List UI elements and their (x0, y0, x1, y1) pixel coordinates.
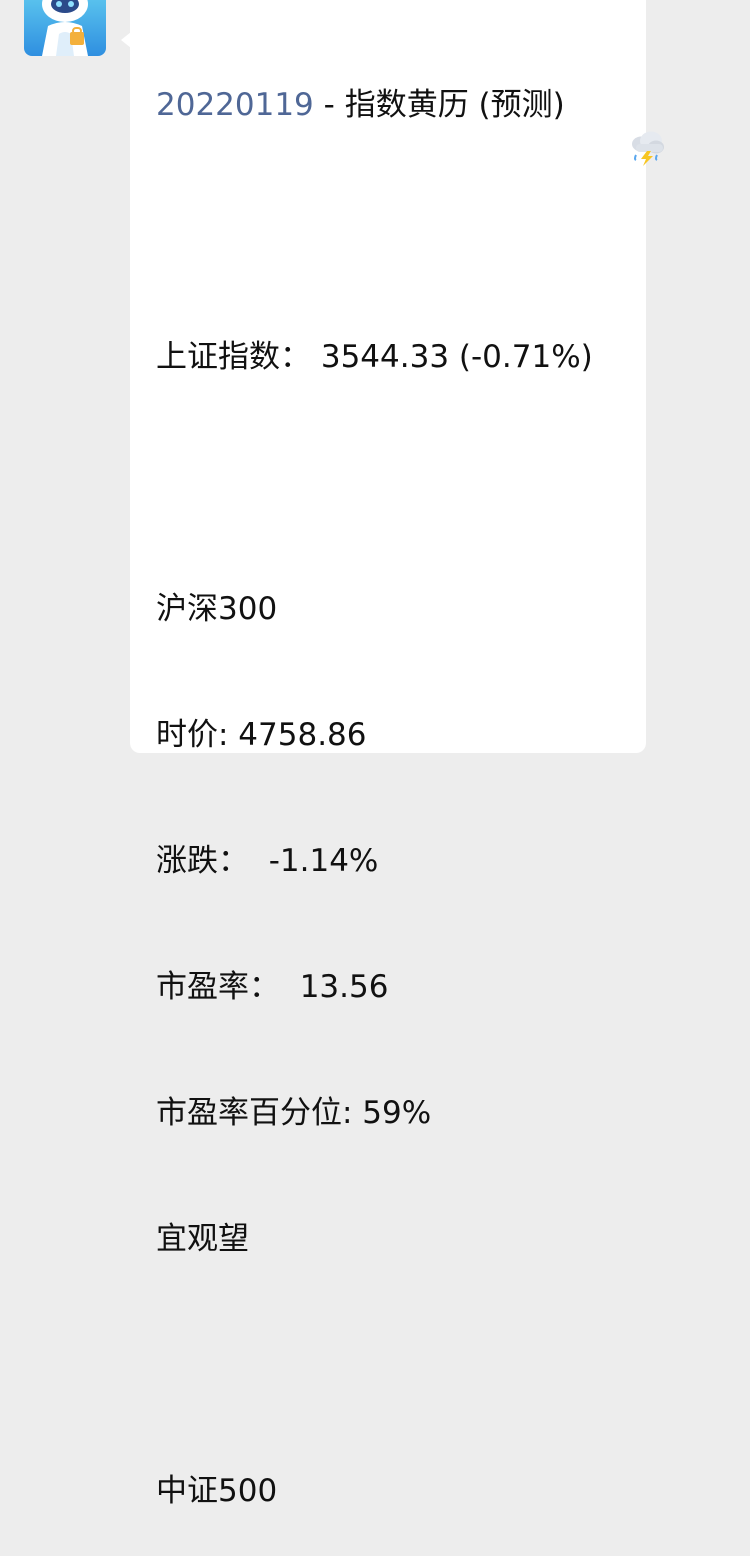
spacer (156, 1344, 636, 1386)
message-line-csi300-advice: 宜观望 (156, 1221, 249, 1257)
message-bubble[interactable] (130, 0, 646, 753)
message-title: 20220119 - 指数黄历 (预测) (156, 84, 664, 166)
spacer (156, 210, 636, 252)
thunder-cloud-rain-icon (567, 84, 664, 166)
message-title-text: - 指数黄历 (预测) (313, 87, 565, 123)
message-line-csi300-pe-percentile: 市盈率百分位: 59% (156, 1095, 432, 1131)
message-line-csi300-price: 时价: 4758.86 (156, 717, 367, 753)
sender-avatar[interactable] (24, 0, 106, 56)
date-link[interactable]: 20220119 (156, 87, 314, 123)
message-line-csi300-heading: 沪深300 (156, 591, 278, 627)
message-line-csi500-heading: 中证500 (156, 1473, 278, 1509)
message-line-csi300-pe: 市盈率： 13.56 (156, 969, 389, 1005)
robot-avatar-icon (42, 0, 88, 56)
message-line-csi300-change: 涨跌： -1.14% (156, 843, 379, 879)
spacer (156, 462, 636, 504)
bubble-tail (121, 32, 131, 48)
message-line-sse-index: 上证指数： 3544.33 (-0.71%) (156, 339, 593, 375)
message-content: 20220119 - 指数黄历 (预测) 上证指数： 3544.33 (-0.7… (156, 0, 664, 1556)
